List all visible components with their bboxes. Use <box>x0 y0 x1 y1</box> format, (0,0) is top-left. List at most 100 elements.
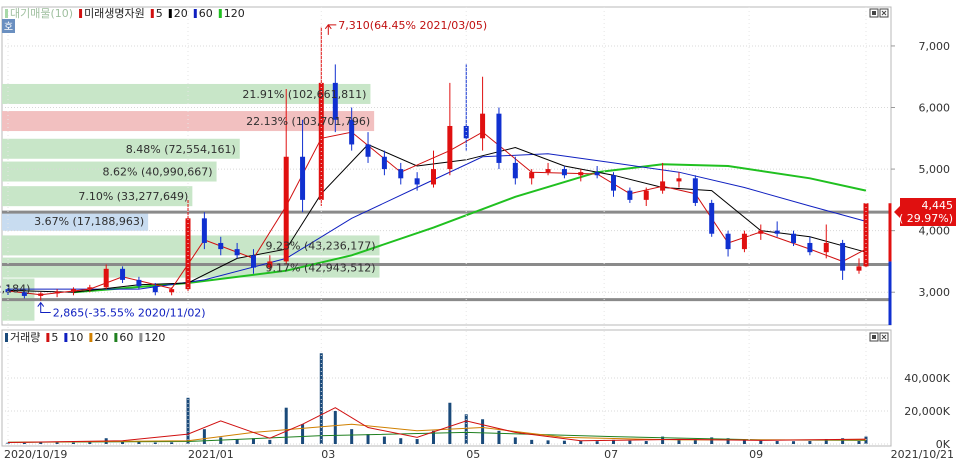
candle-body <box>709 202 715 234</box>
volume-bar <box>481 419 485 444</box>
volume-bar <box>121 441 125 444</box>
supply-zone-label: 3.67% (17,188,963) <box>34 215 144 228</box>
candle-body <box>103 268 109 288</box>
supply-zone-label: 8.48% (72,554,161) <box>126 143 236 156</box>
legend-badge-text: 호 <box>4 21 13 33</box>
volume-bar <box>775 441 779 444</box>
volume-panel-controls <box>869 332 889 342</box>
ma120-line <box>73 163 867 294</box>
volume-bar <box>431 430 435 444</box>
candle-body <box>414 178 420 185</box>
candle-body <box>463 125 469 139</box>
volume-bar <box>153 442 157 444</box>
volume-bar <box>301 424 305 444</box>
date-tick-label: 09 <box>749 448 763 461</box>
legend-top: 호 대기매물(10) 미래생명자원 5 20 60 120 <box>2 7 245 33</box>
date-tick-label: 2020/10/19 <box>4 448 67 461</box>
volume-bar <box>55 442 59 444</box>
candle-body <box>496 113 502 163</box>
legend-label: 대기매물(10) <box>10 7 73 20</box>
price-tick-label: 3,000 <box>919 286 951 299</box>
volume-bar <box>677 439 681 444</box>
ma60-line <box>8 153 867 290</box>
volume-tick-label: 20,000K <box>904 405 950 418</box>
price-close-glyph-icon <box>881 10 887 16</box>
volume-bar <box>808 441 812 444</box>
candle-body <box>365 144 371 157</box>
legend-swatch <box>5 333 8 342</box>
supply-zone-bar <box>2 186 193 207</box>
supply-zone-labels: 21.91% (102,661,811) 22.13% (103,701,796)… <box>0 88 376 296</box>
candle-body <box>152 286 158 293</box>
legend-label: 60 <box>119 331 133 344</box>
candle-body <box>545 169 551 173</box>
current-price-box <box>900 198 956 226</box>
volume-bar <box>562 440 566 444</box>
low-arrow-icon <box>37 301 51 314</box>
volume-bar <box>710 437 714 444</box>
legend-label: 20 <box>94 331 108 344</box>
candle-body <box>643 190 649 200</box>
current-price-pointer-icon <box>894 206 900 218</box>
legend-label: 10 <box>69 331 83 344</box>
candle-body <box>741 233 747 250</box>
price-tick-label: 4,000 <box>919 225 951 238</box>
legend-swatch <box>218 9 222 18</box>
candle-body <box>791 233 797 243</box>
candle-body <box>87 287 93 290</box>
date-tick-label: 07 <box>604 448 618 461</box>
volume-bar <box>579 441 583 444</box>
candle-body <box>381 156 387 170</box>
price-panel-controls <box>869 8 889 18</box>
volume-bar <box>202 429 206 444</box>
low-label: 2,865(-35.55% 2020/11/02) <box>53 307 206 320</box>
supply-zone-label: 21.91% (102,661,811) <box>242 88 366 101</box>
legend-label: 5 <box>156 7 163 20</box>
volume-bar <box>268 439 272 444</box>
candle-body <box>283 156 289 262</box>
volume-ma20-line <box>7 423 866 443</box>
candle-body <box>863 203 869 267</box>
volume-bar <box>497 430 501 444</box>
candle-body <box>318 82 324 200</box>
candle-body <box>480 113 486 139</box>
candle-body <box>398 169 404 179</box>
legend-swatch <box>64 333 68 342</box>
legend-badge[interactable] <box>2 19 15 33</box>
current-change: ( 29.97%) <box>899 212 953 225</box>
candle-body <box>218 242 224 250</box>
legend-label: 60 <box>199 7 213 20</box>
supply-zone-bar <box>2 257 380 278</box>
current-price: 4,445 <box>922 199 954 212</box>
legend-swatch <box>150 9 154 18</box>
candle-body <box>660 181 666 191</box>
candle-body <box>267 261 273 268</box>
candle-body <box>561 169 567 176</box>
legend-label: 거래량 <box>10 331 40 344</box>
volume-bar <box>88 442 92 444</box>
volume-bar <box>39 441 43 444</box>
volume-bar <box>595 441 599 444</box>
price-maximize-glyph-icon <box>872 11 876 15</box>
legend-bottom: 거래량 5 10 20 60 120 <box>5 331 165 344</box>
volume-bar <box>399 438 403 444</box>
candle-body <box>169 289 175 293</box>
supply-zone-bar <box>2 138 240 159</box>
current-price-badge: 4,445 ( 29.97%) <box>894 198 956 226</box>
candle-body <box>430 169 436 185</box>
candle-body <box>512 162 518 179</box>
volume-bar <box>382 436 386 444</box>
supply-zone-label: 8.62% (40,990,667) <box>103 166 213 179</box>
volume-bar <box>824 439 828 444</box>
volume-bar <box>661 436 665 444</box>
legend-label: 20 <box>174 7 188 20</box>
volume-bar <box>251 438 255 444</box>
volume-bar <box>726 438 730 444</box>
candle-body <box>774 230 780 234</box>
candle-body <box>594 172 600 176</box>
supply-zone-label: 1.37% (6,422,184) <box>0 283 30 296</box>
candle-body <box>611 175 617 191</box>
volume-bars <box>6 353 868 444</box>
volume-bar <box>546 440 550 444</box>
candle-body <box>529 172 535 179</box>
